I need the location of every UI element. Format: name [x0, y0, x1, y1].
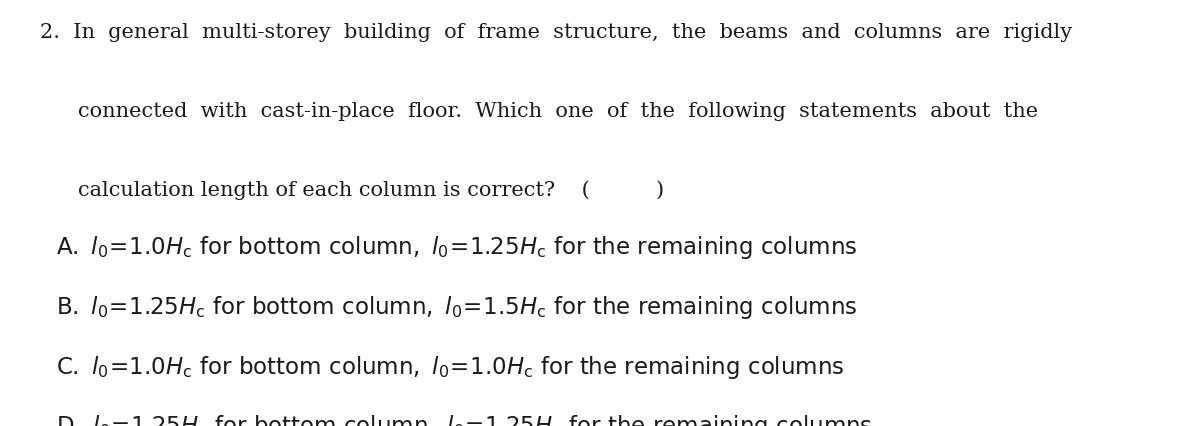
Text: connected  with  cast-in-place  floor.  Which  one  of  the  following  statemen: connected with cast-in-place floor. Whic…	[78, 102, 1038, 121]
Text: $\mathrm{D.}\ \mathit{l}_0\!=\!1.25\mathit{H}_{\mathrm{c}}\mathrm{\ for\ bottom\: $\mathrm{D.}\ \mathit{l}_0\!=\!1.25\math…	[56, 412, 874, 426]
Text: $\mathrm{A.}\ \mathit{l}_0\!=\!1.0\mathit{H}_{\mathrm{c}}\mathrm{\ for\ bottom\ : $\mathrm{A.}\ \mathit{l}_0\!=\!1.0\mathi…	[56, 233, 858, 260]
Text: $\mathrm{B.}\ \mathit{l}_0\!=\!1.25\mathit{H}_{\mathrm{c}}\mathrm{\ for\ bottom\: $\mathrm{B.}\ \mathit{l}_0\!=\!1.25\math…	[56, 293, 858, 320]
Text: 2.  In  general  multi-storey  building  of  frame  structure,  the  beams  and : 2. In general multi-storey building of f…	[40, 23, 1072, 42]
Text: calculation length of each column is correct?    (          ): calculation length of each column is cor…	[78, 180, 664, 199]
Text: $\mathrm{C.}\ \mathit{l}_0\!=\!1.0\mathit{H}_{\mathrm{c}}\mathrm{\ for\ bottom\ : $\mathrm{C.}\ \mathit{l}_0\!=\!1.0\mathi…	[56, 353, 845, 380]
